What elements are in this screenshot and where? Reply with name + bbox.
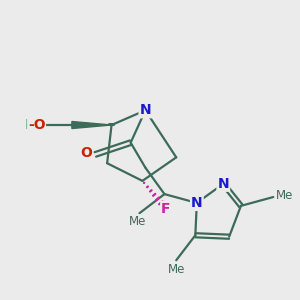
- Text: Me: Me: [129, 215, 147, 228]
- Text: N: N: [191, 196, 202, 210]
- Text: N: N: [218, 177, 229, 191]
- Text: N: N: [140, 103, 151, 117]
- Text: F: F: [161, 202, 171, 216]
- Text: Me: Me: [167, 263, 185, 276]
- Text: H: H: [25, 118, 37, 132]
- Text: O: O: [80, 146, 92, 160]
- Text: Me: Me: [276, 189, 294, 202]
- Text: -O: -O: [28, 118, 45, 132]
- Polygon shape: [72, 122, 112, 128]
